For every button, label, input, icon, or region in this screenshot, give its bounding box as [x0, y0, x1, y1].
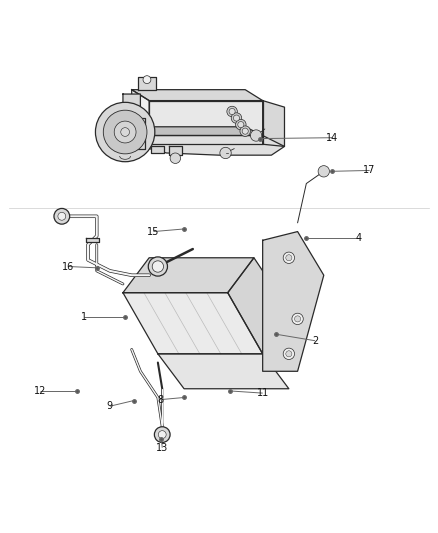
Circle shape — [238, 122, 244, 128]
Polygon shape — [158, 354, 289, 389]
Polygon shape — [132, 90, 263, 101]
Polygon shape — [86, 238, 99, 243]
Polygon shape — [149, 101, 263, 144]
Text: 2: 2 — [312, 336, 318, 346]
Text: 4: 4 — [356, 233, 362, 243]
Polygon shape — [263, 231, 324, 372]
Circle shape — [121, 128, 130, 136]
Circle shape — [286, 255, 292, 261]
Text: 11: 11 — [257, 388, 269, 398]
Circle shape — [152, 261, 163, 272]
Circle shape — [318, 166, 329, 177]
Polygon shape — [123, 94, 141, 144]
Text: 8: 8 — [157, 394, 163, 405]
Circle shape — [229, 108, 235, 115]
Text: 1: 1 — [81, 312, 87, 322]
Polygon shape — [138, 77, 155, 90]
Text: 12: 12 — [34, 386, 46, 396]
Polygon shape — [123, 258, 254, 293]
Text: 17: 17 — [364, 165, 376, 175]
Circle shape — [283, 348, 294, 359]
Polygon shape — [263, 101, 285, 147]
Circle shape — [154, 427, 170, 442]
Circle shape — [242, 128, 248, 134]
Circle shape — [114, 121, 136, 143]
Text: 9: 9 — [107, 401, 113, 411]
Circle shape — [231, 113, 242, 123]
Text: 16: 16 — [62, 262, 74, 271]
Text: 15: 15 — [147, 227, 160, 237]
Circle shape — [95, 102, 155, 161]
Circle shape — [286, 351, 292, 357]
Circle shape — [227, 106, 237, 117]
Circle shape — [103, 110, 147, 154]
Polygon shape — [132, 135, 285, 155]
Text: 14: 14 — [326, 133, 339, 143]
Circle shape — [220, 147, 231, 159]
Polygon shape — [228, 258, 289, 354]
Polygon shape — [169, 147, 182, 155]
Polygon shape — [151, 147, 164, 153]
Circle shape — [233, 115, 240, 121]
Circle shape — [283, 252, 294, 263]
Circle shape — [54, 208, 70, 224]
Polygon shape — [132, 127, 263, 135]
Circle shape — [292, 313, 303, 325]
Circle shape — [251, 130, 262, 141]
Circle shape — [240, 126, 251, 136]
Circle shape — [170, 153, 180, 164]
Circle shape — [143, 76, 151, 84]
Text: 13: 13 — [156, 443, 168, 453]
Circle shape — [58, 212, 66, 220]
Circle shape — [148, 257, 167, 276]
Circle shape — [294, 316, 300, 322]
Circle shape — [158, 431, 166, 439]
Polygon shape — [132, 118, 145, 149]
Polygon shape — [132, 90, 149, 135]
Polygon shape — [123, 293, 263, 354]
Circle shape — [236, 119, 246, 130]
